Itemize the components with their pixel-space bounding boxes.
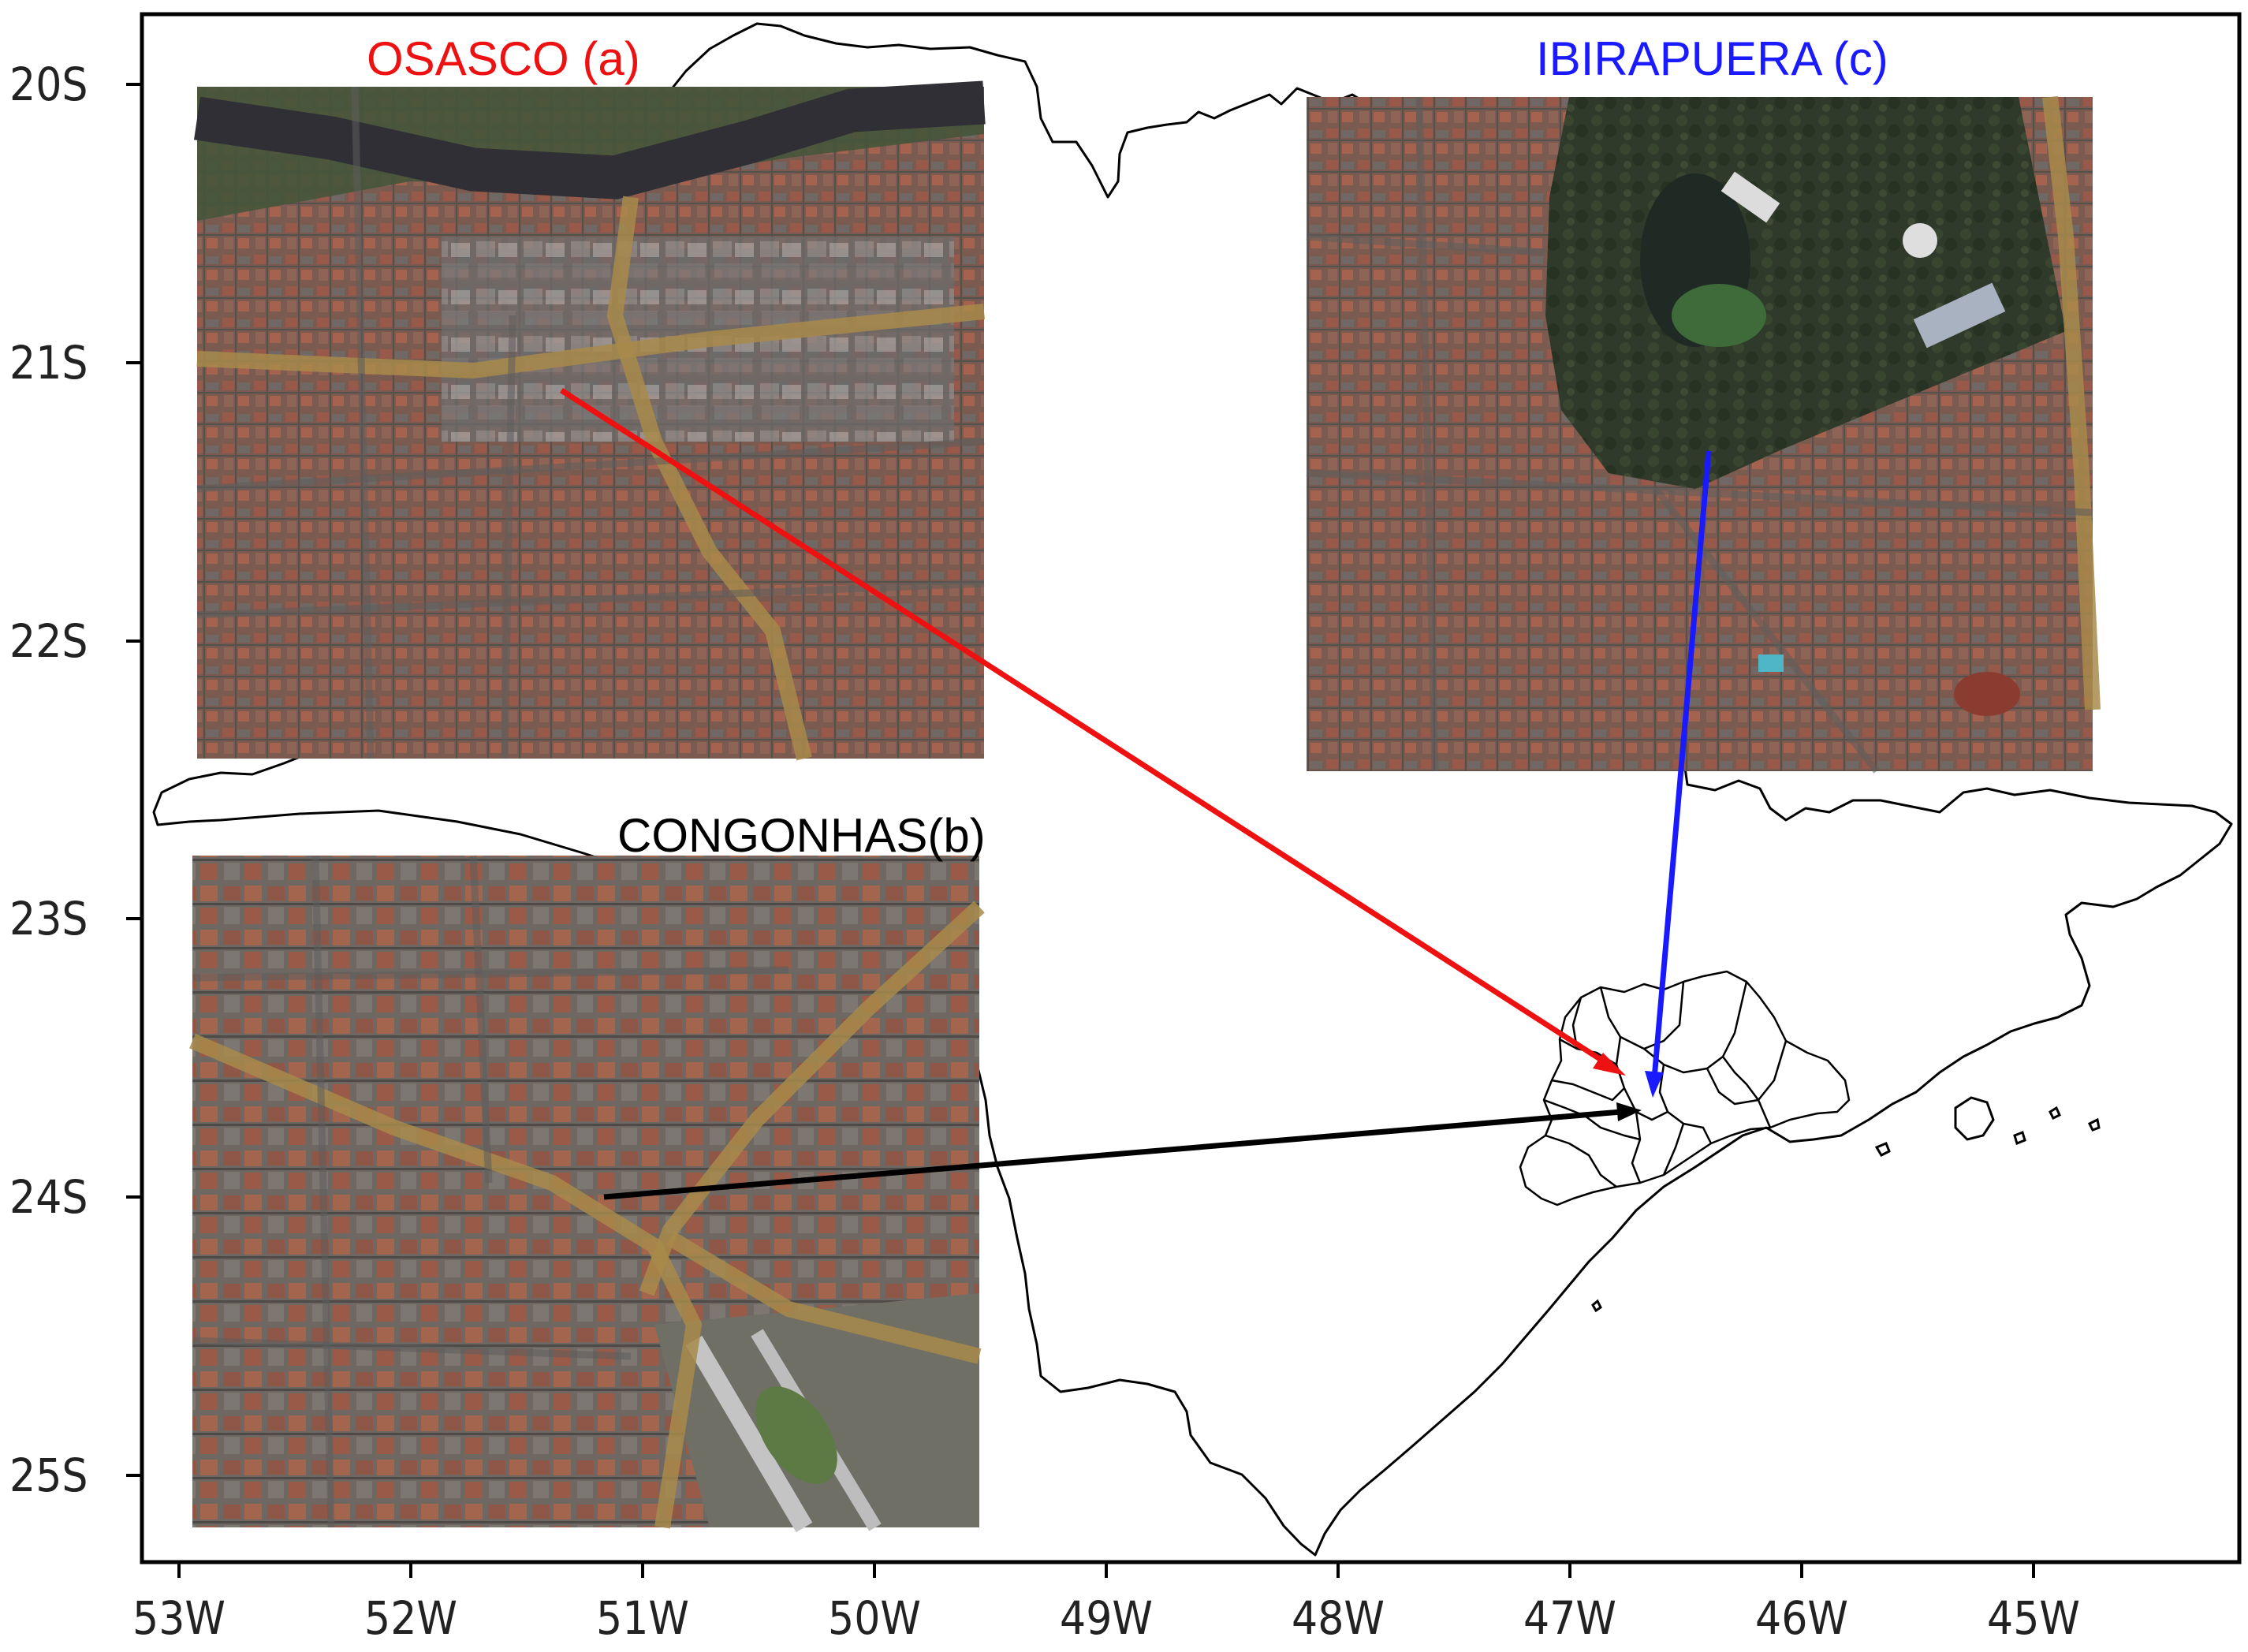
congonhas-street-3	[469, 855, 493, 1184]
metro-boundary-5	[1543, 1098, 1641, 1141]
ibirapuera-title: IBIRAPUERA (c)	[1536, 32, 1888, 85]
congonhas-avenue-1	[189, 1033, 703, 1529]
ibirapuera-road-5	[1653, 487, 1880, 774]
osasco-title: OSASCO (a)	[367, 32, 640, 85]
x-label-50w: 50W	[828, 1591, 921, 1645]
congonhas-avenue-3	[665, 1231, 982, 1364]
state-border	[152, 22, 2233, 1557]
ibirapuera-road-3	[1306, 469, 2093, 516]
congonhas-grass	[755, 1386, 837, 1484]
osasco-road-5	[351, 86, 375, 759]
metro-boundary-11	[1635, 1110, 1668, 1121]
island-small-4	[1874, 1142, 1891, 1157]
osasco-arrow-head	[1593, 1053, 1626, 1076]
x-axis: 53W 52W 51W 50W 49W 48W 47W 46W 45W	[132, 1562, 2080, 1645]
x-label-53w: 53W	[132, 1591, 226, 1645]
ibirapuera-road-4	[1415, 96, 1439, 772]
metro-boundary-1	[1599, 981, 1685, 1050]
y-label-24s: 24S	[9, 1170, 88, 1224]
location-arrows	[560, 388, 1712, 1200]
plot-frame	[140, 12, 2242, 1564]
x-label-45w: 45W	[1987, 1591, 2080, 1645]
island-small-1	[2013, 1130, 2026, 1146]
ibirapuera-arrow	[1651, 450, 1712, 1080]
congonhas-title: CONGONHAS(b)	[617, 809, 986, 862]
x-label-47w: 47W	[1523, 1591, 1616, 1645]
island-small-2	[2049, 1106, 2061, 1121]
coastal-islands	[1591, 1096, 2101, 1313]
x-label-51w: 51W	[596, 1591, 689, 1645]
island-small-5	[1591, 1299, 1602, 1313]
y-label-25s: 25S	[9, 1449, 88, 1502]
metro-boundary-4	[1551, 1079, 1625, 1102]
ibirapuera-arrow-head	[1645, 1071, 1664, 1098]
ibirapuera-sports-track	[1954, 672, 2020, 716]
y-axis: 20S 21S 22S 23S 24S 25S	[9, 58, 142, 1502]
y-label-21s: 21S	[9, 336, 88, 390]
osasco-road-3	[196, 438, 985, 493]
ibirapuera-pool	[1758, 654, 1784, 672]
ibirapuera-dome	[1903, 223, 1937, 258]
osasco-road-2	[606, 196, 812, 761]
congonhas-street-1	[311, 855, 335, 1528]
congonhas-arrow-head	[1616, 1102, 1642, 1121]
island-sao-sebastiao	[1954, 1096, 1995, 1141]
inset-ibirapuera	[1306, 95, 2101, 774]
congonhas-street-4	[192, 966, 789, 982]
metro-boundary-9	[1706, 1040, 1788, 1106]
congonhas-arrow	[603, 1109, 1622, 1200]
metropolitan-region	[1519, 970, 1851, 1206]
x-label-46w: 46W	[1755, 1591, 1848, 1645]
metro-boundary-13	[1662, 1123, 1685, 1176]
osasco-road-4	[196, 580, 985, 619]
metro-boundary-14	[1722, 1056, 1759, 1101]
ibirapuera-building-1	[1720, 171, 1780, 223]
y-label-23s: 23S	[9, 892, 88, 945]
congonhas-street-2	[192, 1337, 632, 1360]
x-label-52w: 52W	[364, 1591, 457, 1645]
ibirapuera-building-2	[1913, 282, 2006, 349]
ibirapuera-road-1	[2042, 95, 2101, 710]
congonhas-runway-1	[685, 1335, 813, 1533]
osasco-river	[193, 80, 986, 200]
metro-boundary-8	[1658, 1064, 1713, 1144]
x-label-49w: 49W	[1060, 1591, 1153, 1645]
ibirapuera-lawn	[1672, 284, 1766, 347]
y-label-22s: 22S	[9, 614, 88, 668]
inset-osasco	[193, 80, 986, 761]
metro-outer-boundary	[1519, 970, 1851, 1206]
inset-congonhas	[189, 855, 985, 1533]
osasco-road-6	[501, 315, 516, 759]
osasco-road-1	[196, 304, 986, 379]
x-label-48w: 48W	[1292, 1591, 1385, 1645]
metro-boundary-6	[1545, 1134, 1617, 1188]
metro-boundary-10	[1757, 1099, 1772, 1128]
congonhas-avenue-2	[639, 901, 985, 1296]
island-small-3	[2087, 1117, 2101, 1132]
osasco-arrow	[560, 388, 1610, 1067]
y-label-20s: 20S	[9, 58, 88, 111]
